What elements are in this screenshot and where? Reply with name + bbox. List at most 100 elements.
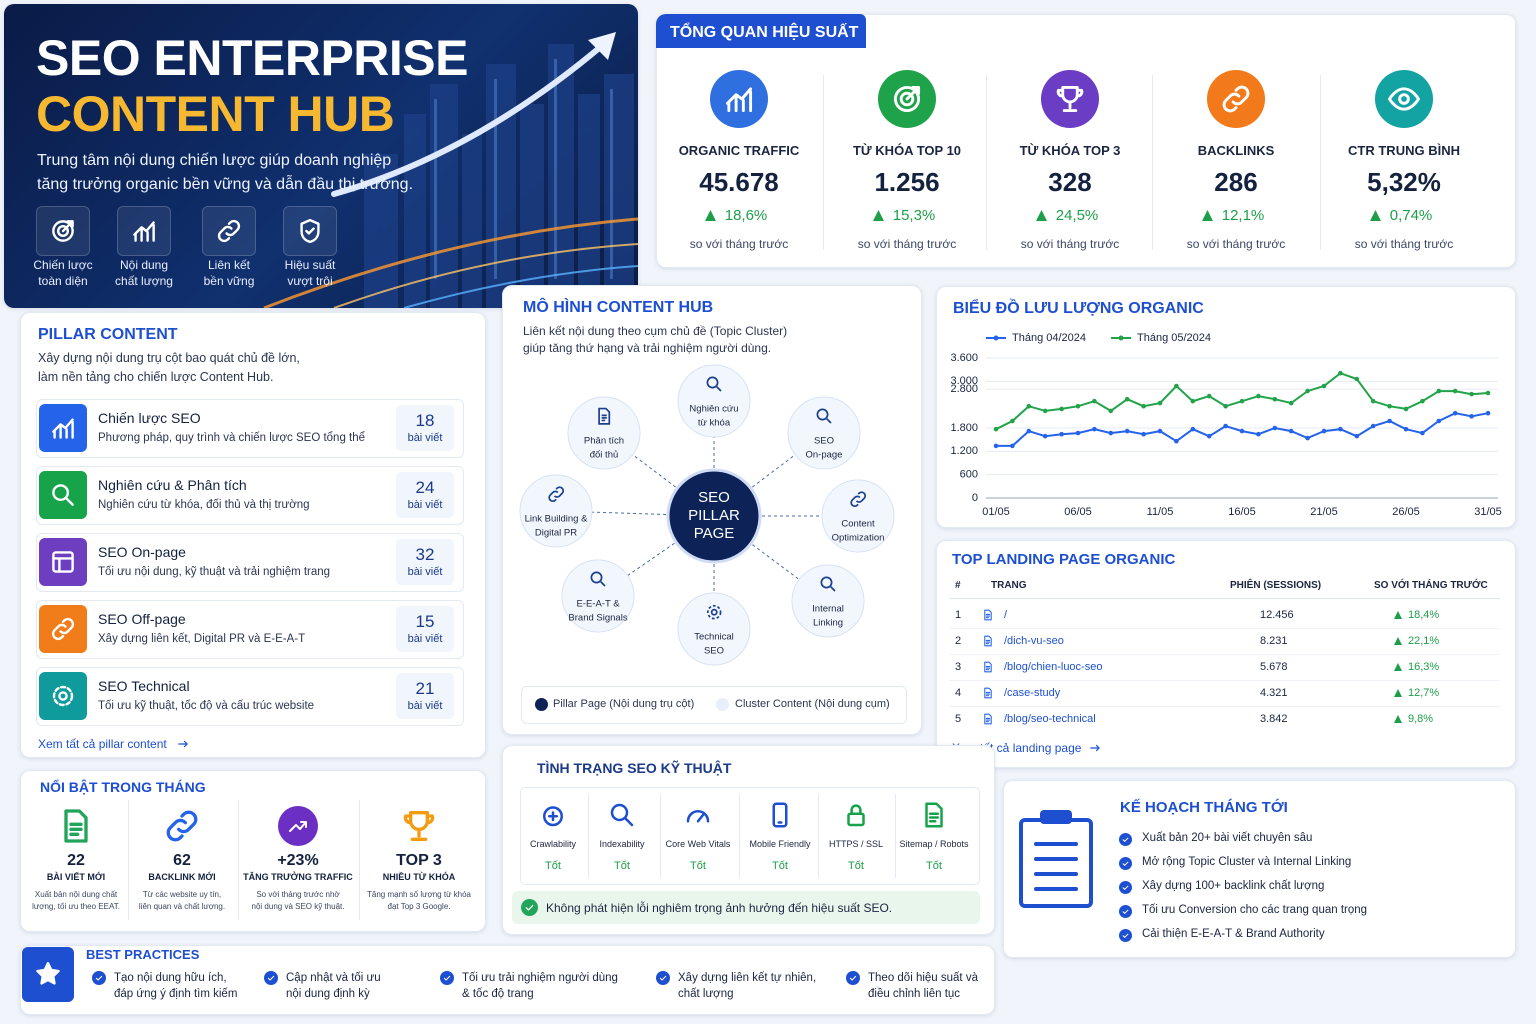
node-label: Content <box>841 519 875 530</box>
technical-alert-text: Không phát hiện lỗi nghiêm trọng ảnh hưở… <box>546 901 893 915</box>
feature-icon <box>300 218 320 244</box>
check-icon <box>656 971 670 985</box>
kpi-label: CTR TRUNG BÌNH <box>1348 143 1460 158</box>
highlight-icon <box>278 806 318 846</box>
hub-title: MÔ HÌNH CONTENT HUB <box>523 299 714 316</box>
pillar-item-title: Chiến lược SEO <box>98 410 201 426</box>
pillar-item-description: Tối ưu nội dung, kỹ thuật và trải nghiệm… <box>98 566 331 578</box>
technical-status: Tốt <box>848 860 864 872</box>
technical-icon <box>847 804 865 827</box>
pillar-node <box>666 468 762 564</box>
table-header: # <box>955 580 961 591</box>
data-point <box>1436 418 1442 424</box>
clipboard-line <box>1034 887 1078 891</box>
divider <box>1320 75 1321 250</box>
data-point <box>1272 396 1278 402</box>
highlights-title: NỔI BẬT TRONG THÁNG <box>40 779 206 795</box>
data-point <box>1239 428 1245 434</box>
overview-tab <box>656 14 866 48</box>
data-point <box>1190 426 1196 432</box>
count-box <box>396 673 454 719</box>
data-point <box>1485 390 1491 396</box>
node-label: Brand Signals <box>568 613 627 624</box>
highlight-label: BACKLINK MỚI <box>148 872 216 882</box>
x-tick-label: 26/05 <box>1392 506 1420 518</box>
row-page[interactable]: /dich-vu-seo <box>1004 635 1064 647</box>
pillar-unit: bài viết <box>407 499 443 511</box>
pillar-title: PILLAR CONTENT <box>38 326 178 343</box>
data-point <box>1420 398 1425 404</box>
row-page[interactable]: /blog/chien-luoc-seo <box>1004 661 1103 673</box>
up-arrow <box>1201 210 1213 221</box>
best-practice-item: chất lượng <box>678 988 734 1000</box>
data-point <box>1174 383 1179 389</box>
pillar-item-description: Tối ưu kỹ thuật, tốc độ và cấu trúc webs… <box>98 700 315 712</box>
data-point <box>1370 398 1376 404</box>
row-page[interactable]: /case-study <box>1004 687 1061 699</box>
data-point <box>1338 426 1343 432</box>
legend-label: Pillar Page (Nội dung trụ cột) <box>553 698 695 710</box>
row-page[interactable]: / <box>1004 609 1008 621</box>
pillar-item <box>36 600 464 659</box>
highlight-value: +23% <box>277 852 319 869</box>
data-point <box>1288 428 1294 434</box>
highlight-description: đạt Top 3 Google. <box>387 902 451 911</box>
kpi-change: 24,5% <box>1055 207 1099 224</box>
page-icon <box>984 661 992 673</box>
best-practice-item: Tạo nội dung hữu ích, <box>114 972 227 984</box>
node-label: Phân tích <box>584 436 624 447</box>
best-practice-item: nội dung định kỳ <box>286 988 370 1000</box>
technical-icon <box>686 810 710 823</box>
row-sessions: 8.231 <box>1260 635 1288 647</box>
technical-icon <box>610 803 634 827</box>
node-label: Technical <box>694 632 734 643</box>
x-tick-label: 16/05 <box>1228 506 1256 518</box>
pillar-unit: bài viết <box>407 633 443 645</box>
data-point <box>1026 403 1032 409</box>
best-practice-item: Cập nhật và tối ưu <box>286 972 381 984</box>
row-page[interactable]: /blog/seo-technical <box>1004 713 1096 725</box>
y-tick-label: 2.800 <box>950 383 978 395</box>
data-point <box>1436 388 1442 394</box>
node-label: Digital PR <box>535 528 577 539</box>
technical-icon <box>772 802 788 828</box>
hero-title: CONTENT HUB <box>36 86 395 142</box>
pillar-icon <box>39 672 87 720</box>
data-point <box>1305 388 1310 394</box>
plan-item: Xuất bản 20+ bài viết chuyên sâu <box>1142 832 1313 844</box>
data-point <box>1272 425 1278 431</box>
clipboard-line <box>1034 872 1078 876</box>
best-practice-item: Theo dõi hiệu suất và <box>868 972 978 984</box>
page-icon <box>984 635 992 647</box>
feature-label: vượt trội <box>287 274 333 288</box>
node-label: SEO <box>814 436 834 447</box>
page-icon <box>984 687 992 699</box>
pillar-link[interactable]: Xem tất cả pillar content <box>38 737 167 751</box>
technical-status: Tốt <box>545 860 561 872</box>
kpi-value: 5,32% <box>1367 167 1441 197</box>
kpi-label: BACKLINKS <box>1197 143 1275 158</box>
data-point <box>1075 430 1081 436</box>
data-point <box>1420 430 1425 436</box>
count-box <box>396 405 454 451</box>
data-point <box>1190 398 1196 404</box>
data-point <box>1239 398 1245 404</box>
table-header: TRANG <box>991 580 1027 591</box>
data-point <box>1042 408 1048 414</box>
technical-status: Tốt <box>772 860 788 872</box>
kpi-icon <box>1041 70 1099 128</box>
y-tick-label: 1.200 <box>950 445 978 457</box>
y-tick-label: 600 <box>960 469 978 481</box>
cluster-node <box>561 559 635 633</box>
x-tick-label: 21/05 <box>1310 506 1338 518</box>
kpi-value: 1.256 <box>874 167 940 197</box>
overview-card <box>656 14 1516 268</box>
technical-label: Indexability <box>599 839 645 849</box>
kpi-icon <box>1375 70 1433 128</box>
legend-swatch-dot <box>993 335 999 341</box>
cluster-node <box>519 474 593 548</box>
row-sessions: 4.321 <box>1260 687 1288 699</box>
data-point <box>1108 408 1114 414</box>
kpi-note: so với tháng trước <box>857 237 957 251</box>
data-point <box>1206 393 1212 399</box>
